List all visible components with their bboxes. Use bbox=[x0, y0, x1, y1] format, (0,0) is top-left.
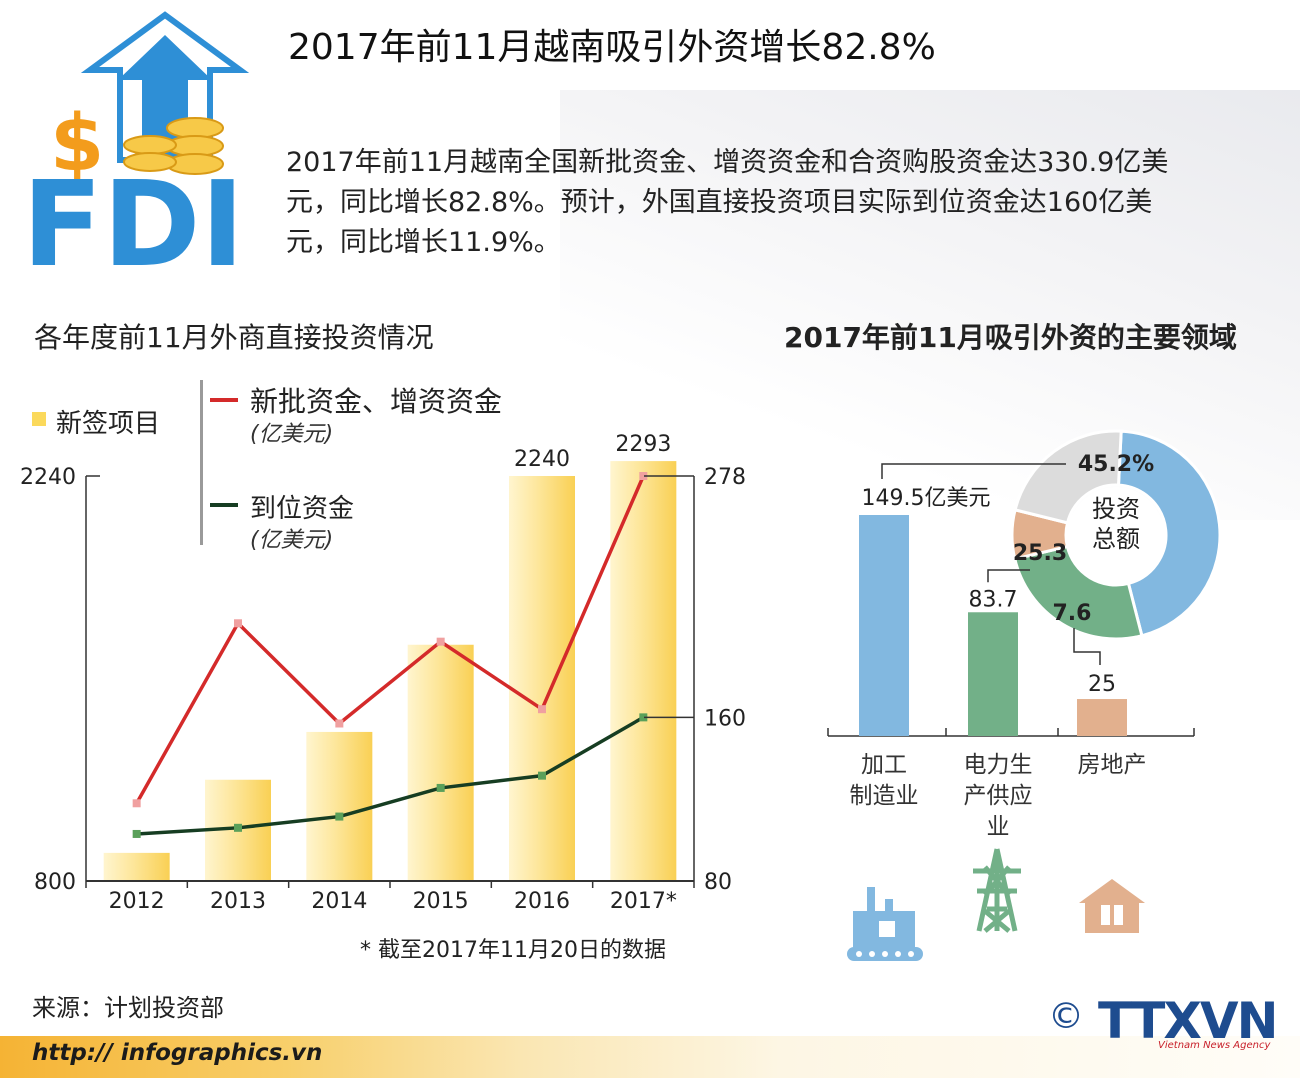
legend-divider bbox=[200, 380, 203, 545]
red-series-line bbox=[135, 475, 645, 805]
left-axis-label: 2240 bbox=[20, 465, 76, 490]
donut-slice bbox=[1013, 429, 1123, 525]
bar-new-projects bbox=[407, 644, 474, 881]
dollar-icon: $ bbox=[50, 99, 104, 189]
fdi-logo-text: FDI bbox=[22, 155, 244, 275]
sector-bar-value-label: 25 bbox=[1088, 672, 1116, 697]
leader-line bbox=[987, 569, 1030, 583]
bar-new-projects bbox=[610, 461, 677, 881]
legend-green-unit: (亿美元) bbox=[250, 528, 334, 553]
page-title: 2017年前11月越南吸引外资增长82.8% bbox=[288, 27, 936, 68]
red-series-point bbox=[639, 472, 648, 480]
fdi-logo: $ FDI bbox=[22, 11, 250, 275]
footer-link[interactable]: http:// infographics.vn bbox=[32, 1040, 323, 1066]
donut-slice bbox=[1116, 429, 1222, 638]
sector-label-manufacturing: 加工 制造业 bbox=[834, 750, 934, 812]
sector-label-line: 加工 bbox=[861, 752, 907, 778]
house-icon bbox=[1079, 879, 1145, 933]
right-axis-label: 80 bbox=[704, 870, 732, 895]
right-axis-label: 160 bbox=[704, 706, 746, 731]
sector-label-realestate: 房地产 bbox=[1062, 750, 1162, 781]
x-axis-label: 2015 bbox=[413, 889, 469, 914]
legend-bar-swatch bbox=[32, 412, 46, 426]
source-text: 来源：计划投资部 bbox=[32, 994, 224, 1022]
legend-green-label: 到位资金 bbox=[250, 494, 355, 524]
sector-bar bbox=[1077, 699, 1127, 736]
red-series-point bbox=[538, 705, 546, 714]
agency-logo: TTXVN bbox=[1098, 992, 1278, 1050]
bar-value-label: 2240 bbox=[514, 447, 570, 472]
green-series-point bbox=[132, 829, 141, 838]
left-chart-svg: 2240 2293 278 160 80 2240 800 2012 2013 2014 2015… bbox=[20, 432, 746, 914]
copyright-icon: © bbox=[1048, 996, 1084, 1037]
sector-bar bbox=[968, 612, 1018, 736]
right-chart-title: 2017年前11月吸引外资的主要领域 bbox=[784, 321, 1237, 354]
green-series-point bbox=[538, 771, 546, 780]
sector-bar-value-label: 149.5亿美元 bbox=[862, 486, 991, 511]
sector-label-line: 制造业 bbox=[849, 783, 919, 809]
donut-slice-label: 45.2% bbox=[1078, 452, 1154, 477]
sector-label-power: 电力生 产供应 业 bbox=[946, 750, 1050, 843]
donut-slice bbox=[1012, 544, 1144, 641]
sector-label-line: 产供应 bbox=[963, 783, 1033, 809]
background-decoration bbox=[560, 90, 1300, 520]
left-chart-title: 各年度前11月外商直接投资情况 bbox=[34, 321, 434, 354]
bar-new-projects bbox=[306, 731, 373, 881]
leader-line bbox=[1073, 628, 1101, 666]
green-series-point bbox=[234, 823, 242, 832]
legend-red-label: 新批资金、增资资金 bbox=[250, 385, 503, 418]
leader-line bbox=[881, 463, 1066, 479]
donut-center-line-2: 总额 bbox=[1092, 525, 1140, 553]
factory-icon bbox=[847, 887, 923, 961]
legend-green-swatch bbox=[210, 503, 238, 507]
donut-slice-label: 25.3 bbox=[1013, 541, 1067, 566]
arrow-up-icon bbox=[118, 35, 212, 160]
donut-slice-label: 7.6 bbox=[1053, 601, 1092, 626]
bar-new-projects bbox=[103, 852, 170, 881]
x-axis-label: 2016 bbox=[514, 889, 570, 914]
bar-new-projects bbox=[509, 476, 575, 881]
red-series-point bbox=[234, 619, 242, 628]
bar-value-label: 2293 bbox=[615, 432, 671, 457]
right-chart-svg: 45.2% 25.3 7.6 149.5亿美元 83.7 25 bbox=[827, 429, 1222, 737]
donut-hole bbox=[1068, 487, 1164, 583]
right-axis-label: 278 bbox=[704, 465, 746, 490]
sector-bar-value-label: 83.7 bbox=[969, 587, 1018, 612]
sector-label-line: 业 bbox=[986, 814, 1010, 840]
sector-label-line: 房地产 bbox=[1077, 752, 1147, 778]
green-series-point bbox=[639, 713, 648, 722]
footer-bar bbox=[0, 1036, 1300, 1078]
donut-center-label: 投资 总额 bbox=[1086, 494, 1146, 554]
sector-bar bbox=[859, 515, 909, 736]
footnote: * 截至2017年11月20日的数据 bbox=[360, 938, 666, 963]
x-axis-label: 2012 bbox=[109, 889, 165, 914]
left-axis-label: 800 bbox=[34, 870, 76, 895]
green-series-line bbox=[136, 715, 645, 836]
sector-label-line: 电力生 bbox=[963, 752, 1033, 778]
donut-center-line-1: 投资 bbox=[1092, 495, 1140, 523]
x-axis-label: 2017* bbox=[610, 889, 677, 914]
red-series-point bbox=[132, 799, 141, 808]
power-tower-icon bbox=[973, 848, 1021, 933]
legend-bar-label: 新签项目 bbox=[56, 409, 161, 439]
green-series-point bbox=[436, 783, 445, 792]
red-series-point bbox=[436, 637, 445, 646]
red-series-point bbox=[335, 719, 344, 728]
legend-red-unit: (亿美元) bbox=[250, 422, 334, 447]
agency-subtitle: Vietnam News Agency bbox=[1158, 1040, 1271, 1051]
x-axis-label: 2014 bbox=[311, 889, 367, 914]
intro-text: 2017年前11月越南全国新批资金、增资资金和合资购股资金达330.9亿美元，同… bbox=[286, 147, 1169, 258]
green-series-point bbox=[335, 812, 344, 821]
x-axis-label: 2013 bbox=[210, 889, 266, 914]
legend-red-swatch bbox=[210, 398, 238, 402]
